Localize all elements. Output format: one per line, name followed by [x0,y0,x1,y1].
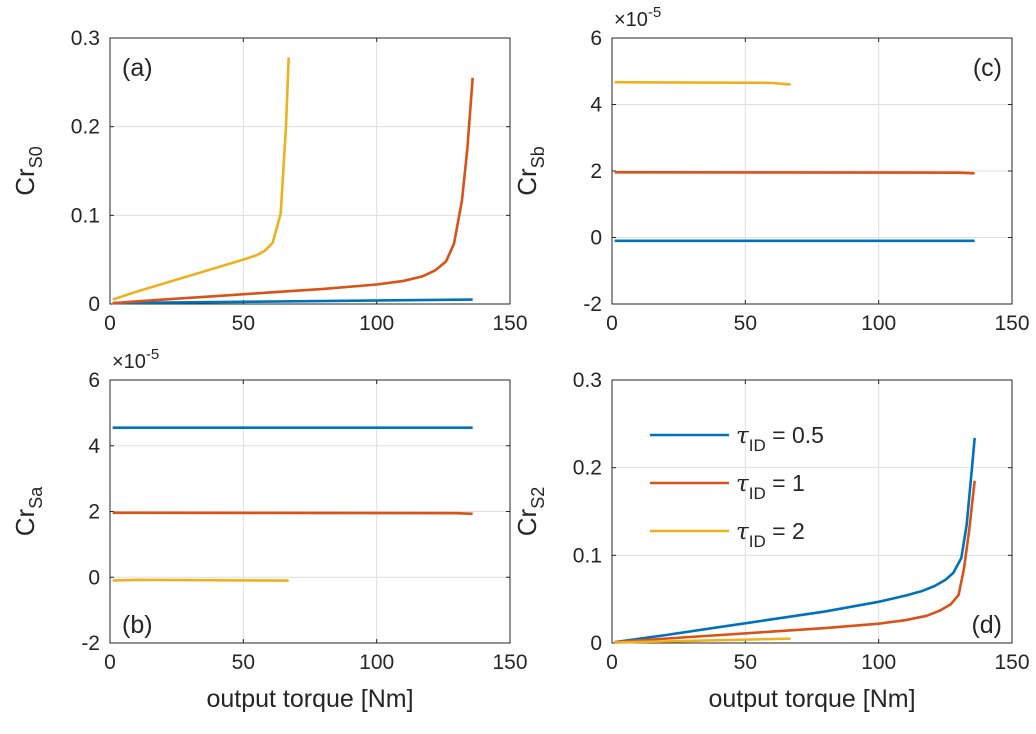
series-line-1 [614,171,975,175]
x-tick-label: 50 [734,651,757,674]
legend-entry: τID = 0.5 [736,422,824,455]
y-tick-label: 4 [590,94,602,117]
x-tick-label: 100 [359,651,394,674]
y-tick-label: -2 [583,293,602,316]
x-tick-label: 0 [606,312,618,335]
series-line-2 [614,80,791,86]
series-line-1 [112,511,473,516]
series-line-0 [614,437,976,644]
y-tick-label: 2 [590,160,602,183]
x-tick-label: 100 [359,312,394,335]
axis-exponent: ×10-5 [112,346,159,373]
axis-exponent-base: ×10 [614,9,648,31]
y-tick-label: 0.2 [573,457,602,480]
panel-label: (a) [122,54,153,82]
x-axis-label: output torque [Nm] [708,685,915,713]
subplot-d: 0 50 100 150 0 0.1 0.2 0.3 CrS2 output torque [Nm… [512,369,1030,713]
y-tick-label: 0.1 [573,544,602,567]
series-line-2 [112,57,290,301]
series-line-2 [112,578,289,582]
panel-label: (b) [122,611,153,639]
y-axis-label: CrSa [10,486,46,536]
panel-label: (d) [971,611,1002,639]
x-tick-label: 50 [734,312,757,335]
series-line-1 [112,77,474,305]
axis-exponent-power: -5 [146,346,159,363]
x-tick-label: 0 [606,651,618,674]
y-axis-label: CrS0 [10,146,46,195]
x-tick-label: 50 [232,312,255,335]
panel-label: (c) [973,54,1002,82]
y-tick-label: 0.3 [71,27,100,50]
series-line-2 [614,637,791,644]
y-tick-label: 0 [590,227,602,250]
y-tick-label: 4 [88,435,100,458]
axis-exponent: ×10-5 [614,4,661,31]
axis-exponent-power: -5 [648,4,661,21]
series-line-1 [614,480,976,644]
subplot-a: 0 50 100 150 0 0.1 0.2 0.3 CrS0 (a) [10,27,528,335]
legend: τID = 0.5 τID = 1 τID = 2 [650,422,824,551]
y-tick-label: 6 [88,369,100,392]
x-tick-label: 0 [104,651,116,674]
axes-box [611,379,1013,644]
x-axis-label: output torque [Nm] [206,685,413,713]
y-tick-label: -2 [81,632,100,655]
legend-entry: τID = 1 [736,470,805,503]
y-tick-label: 0.2 [71,116,100,139]
x-tick-label: 0 [104,312,116,335]
x-tick-label: 150 [492,312,527,335]
y-axis-label: CrSb [512,146,548,195]
axes-box [109,37,511,305]
y-tick-label: 2 [88,501,100,524]
x-tick-label: 150 [994,312,1029,335]
y-tick-label: 0.3 [573,369,602,392]
x-tick-label: 150 [492,651,527,674]
axis-exponent-base: ×10 [112,351,146,373]
x-tick-label: 150 [994,651,1029,674]
y-axis-label: CrS2 [512,487,548,536]
y-tick-label: 0.1 [71,204,100,227]
x-tick-label: 100 [861,312,896,335]
legend-entry: τID = 2 [736,518,805,551]
y-tick-label: 0 [88,293,100,316]
series-line-0 [112,298,473,305]
y-tick-label: 6 [590,27,602,50]
x-tick-label: 50 [232,651,255,674]
x-tick-label: 100 [861,651,896,674]
y-tick-label: 0 [590,632,602,655]
y-tick-label: 0 [88,566,100,589]
